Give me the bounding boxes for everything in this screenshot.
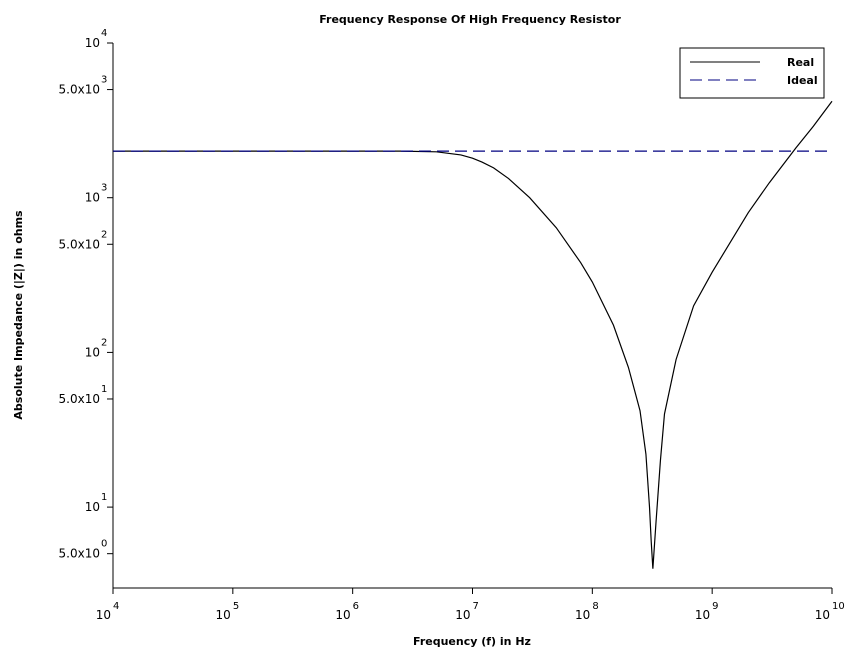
y-tick-label: 5.0x10 <box>59 392 100 406</box>
legend-real-label: Real <box>787 56 814 69</box>
y-tick-exponent: 0 <box>101 539 107 550</box>
x-tick-exponent: 7 <box>473 601 479 612</box>
y-tick-exponent: 3 <box>101 75 107 86</box>
x-tick-exponent: 5 <box>233 601 239 612</box>
legend-ideal-label: Ideal <box>787 74 818 87</box>
y-tick-exponent: 1 <box>101 384 107 395</box>
y-tick-label: 10 <box>85 191 100 205</box>
y-tick-label: 10 <box>85 345 100 359</box>
y-tick-exponent: 3 <box>101 183 107 194</box>
chart-title: Frequency Response Of High Frequency Res… <box>319 13 621 26</box>
legend: Real Ideal <box>679 47 825 99</box>
x-tick-label: 10 <box>216 608 231 622</box>
x-tick-label: 10 <box>455 608 470 622</box>
series-layer <box>113 100 833 569</box>
y-tick-label: 10 <box>85 500 100 514</box>
y-tick-exponent: 4 <box>101 28 107 39</box>
y-tick-label: 5.0x10 <box>59 83 100 97</box>
legend-box <box>679 47 825 99</box>
x-tick-label: 10 <box>815 608 830 622</box>
x-tick-label: 10 <box>575 608 590 622</box>
y-tick-exponent: 1 <box>101 492 107 503</box>
y-tick-label: 5.0x10 <box>59 237 100 251</box>
x-tick-label: 10 <box>335 608 350 622</box>
y-tick-label: 10 <box>85 36 100 50</box>
y-tick-exponent: 2 <box>101 337 107 348</box>
y-axis-label: Absolute Impedance (|Z|) in ohms <box>12 210 25 420</box>
x-tick-exponent: 8 <box>592 601 598 612</box>
x-tick-label: 10 <box>96 608 111 622</box>
x-tick-exponent: 9 <box>712 601 718 612</box>
x-axis-label: Frequency (f) in Hz <box>413 635 531 648</box>
y-tick-label: 5.0x10 <box>59 547 100 561</box>
series-real-line <box>113 100 833 569</box>
x-tick-label: 10 <box>695 608 710 622</box>
x-tick-exponent: 10 <box>832 601 845 612</box>
x-tick-exponent: 6 <box>353 601 359 612</box>
y-tick-exponent: 2 <box>101 229 107 240</box>
x-tick-exponent: 4 <box>113 601 119 612</box>
